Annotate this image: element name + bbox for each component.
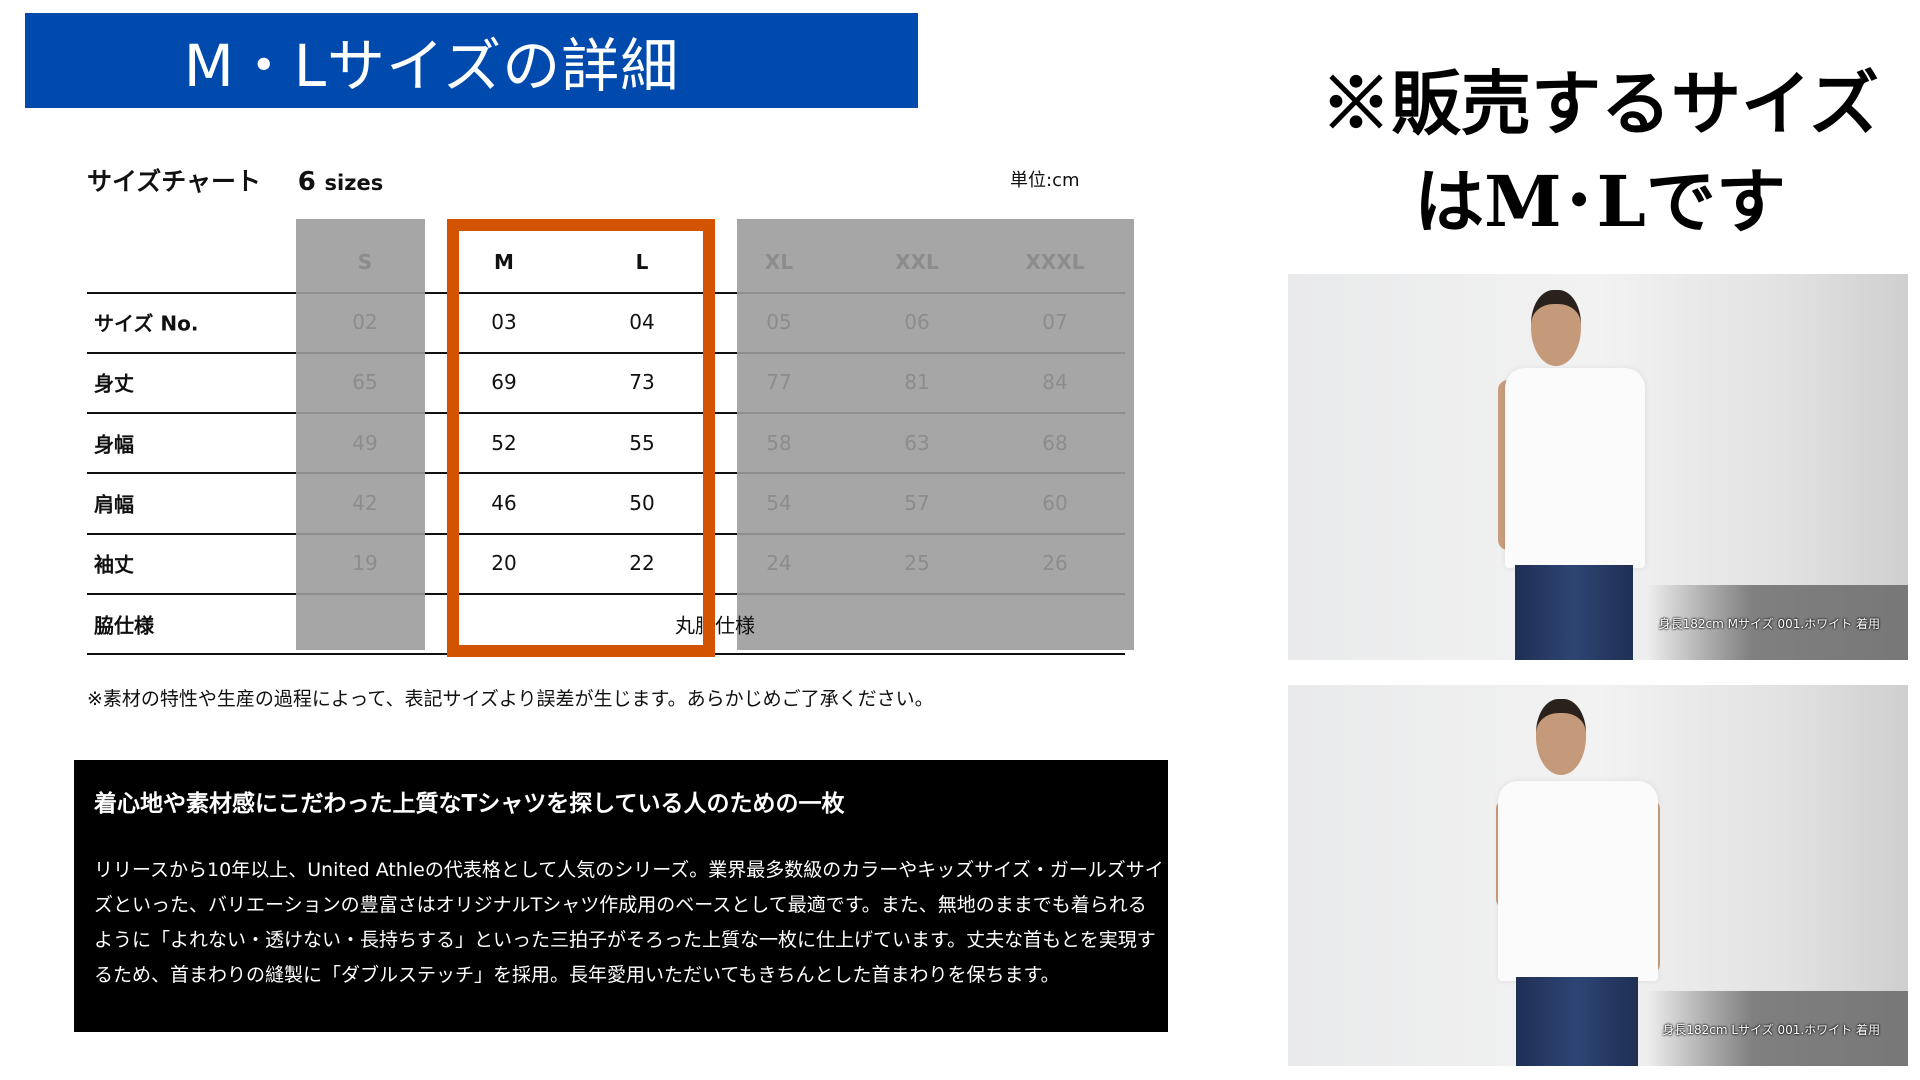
row-divider bbox=[425, 472, 737, 474]
description-heading: 着心地や素材感にこだわった上質なTシャツを探している人のための一枚 bbox=[94, 791, 845, 817]
row-divider bbox=[87, 352, 296, 354]
row-divider bbox=[737, 472, 1125, 474]
table-cell: 05 bbox=[766, 310, 792, 334]
title-banner: M・Lサイズの詳細 bbox=[25, 13, 918, 108]
row-divider bbox=[296, 472, 425, 474]
table-cell: 04 bbox=[629, 310, 655, 334]
column-header-s: S bbox=[357, 250, 373, 274]
table-cell: 65 bbox=[352, 370, 378, 395]
row-label: 身丈 bbox=[94, 371, 134, 396]
row-divider bbox=[425, 533, 737, 535]
table-cell: 77 bbox=[766, 370, 792, 395]
chart-title-text: サイズチャート bbox=[87, 167, 262, 196]
row-divider bbox=[737, 593, 1125, 595]
table-cell: 55 bbox=[629, 430, 655, 455]
table-cell: 06 bbox=[904, 310, 930, 334]
row-divider bbox=[296, 412, 425, 414]
table-cell: 58 bbox=[766, 430, 792, 455]
table-cell: 42 bbox=[352, 490, 378, 515]
column-header-l: L bbox=[635, 250, 649, 274]
model-photo-l: 身長182cm Lサイズ 001.ホワイト 着用 bbox=[1288, 685, 1908, 1066]
row-divider bbox=[425, 352, 737, 354]
row-label: 袖丈 bbox=[94, 552, 134, 577]
table-cell: 02 bbox=[352, 310, 378, 334]
unavailable-column-s bbox=[296, 219, 425, 650]
banner-title: M・Lサイズの詳細 bbox=[183, 31, 680, 100]
table-cell: 60 bbox=[1042, 490, 1068, 515]
row-divider bbox=[296, 352, 425, 354]
row-divider bbox=[425, 412, 737, 414]
table-cell: 03 bbox=[491, 310, 517, 334]
unavailable-columns-xl-xxxl bbox=[737, 219, 1134, 650]
row-label: 身幅 bbox=[94, 432, 134, 457]
table-cell: 49 bbox=[352, 430, 378, 455]
row-label-side-spec: 脇仕様 bbox=[94, 613, 154, 637]
column-header-xxxl: XXXL bbox=[1025, 250, 1085, 274]
table-cell: 20 bbox=[491, 551, 517, 576]
table-cell: 68 bbox=[1042, 430, 1068, 455]
size-count: 6 bbox=[297, 167, 316, 197]
row-divider bbox=[425, 593, 737, 595]
table-cell: 50 bbox=[629, 490, 655, 515]
row-divider bbox=[737, 352, 1125, 354]
description-box: 着心地や素材感にこだわった上質なTシャツを探している人のための一枚 リリースから… bbox=[74, 760, 1168, 1032]
table-cell: 25 bbox=[904, 551, 930, 576]
row-divider bbox=[425, 292, 737, 294]
side-spec-value: 丸胴仕様 bbox=[675, 613, 755, 637]
row-divider bbox=[296, 533, 425, 535]
table-cell: 73 bbox=[629, 370, 655, 395]
model-photo-m: 身長182cm Mサイズ 001.ホワイト 着用 bbox=[1288, 274, 1908, 660]
heading-line-1: ※販売するサイズ bbox=[1321, 62, 1879, 145]
row-divider bbox=[87, 533, 296, 535]
table-cell: 52 bbox=[491, 430, 517, 455]
row-divider bbox=[87, 472, 296, 474]
row-label: サイズ No. bbox=[94, 311, 199, 336]
column-header-m: M bbox=[494, 250, 514, 274]
table-cell: 54 bbox=[766, 490, 792, 515]
table-cell: 57 bbox=[904, 490, 930, 515]
row-divider bbox=[87, 412, 296, 414]
table-cell: 81 bbox=[904, 370, 930, 395]
column-header-xxl: XXL bbox=[895, 250, 939, 274]
row-divider bbox=[296, 292, 425, 294]
table-cell: 63 bbox=[904, 430, 930, 455]
row-divider bbox=[737, 292, 1125, 294]
size-count-unit: sizes bbox=[324, 171, 384, 195]
size-chart-title: サイズチャート 6 sizes bbox=[87, 162, 383, 198]
available-sizes-heading: ※販売するサイズ はM･Lです bbox=[1290, 55, 1910, 251]
table-cell: 69 bbox=[491, 370, 517, 395]
available-sizes-highlight bbox=[447, 219, 715, 657]
row-divider bbox=[737, 412, 1125, 414]
row-divider bbox=[87, 292, 296, 294]
table-cell: 22 bbox=[629, 551, 655, 576]
unit-label: 単位:cm bbox=[1010, 170, 1080, 191]
table-cell: 07 bbox=[1042, 310, 1068, 334]
table-cell: 26 bbox=[1042, 551, 1068, 576]
heading-line-2: はM･Lです bbox=[1414, 160, 1786, 243]
table-cell: 84 bbox=[1042, 370, 1068, 395]
table-cell: 19 bbox=[352, 551, 378, 576]
photo-caption: 身長182cm Mサイズ 001.ホワイト 着用 bbox=[1658, 617, 1880, 631]
column-header-xl: XL bbox=[764, 250, 794, 274]
table-cell: 46 bbox=[491, 490, 517, 515]
row-divider bbox=[87, 593, 296, 595]
row-divider bbox=[296, 593, 425, 595]
photo-caption: 身長182cm Lサイズ 001.ホワイト 着用 bbox=[1662, 1023, 1880, 1037]
row-label: 肩幅 bbox=[94, 492, 134, 517]
table-cell: 24 bbox=[766, 551, 792, 576]
size-note: ※素材の特性や生産の過程によって、表記サイズより誤差が生じます。あらかじめご了承… bbox=[87, 688, 934, 710]
description-body: リリースから10年以上、United Athleの代表格として人気のシリーズ。業… bbox=[94, 859, 1164, 986]
row-divider bbox=[737, 533, 1125, 535]
